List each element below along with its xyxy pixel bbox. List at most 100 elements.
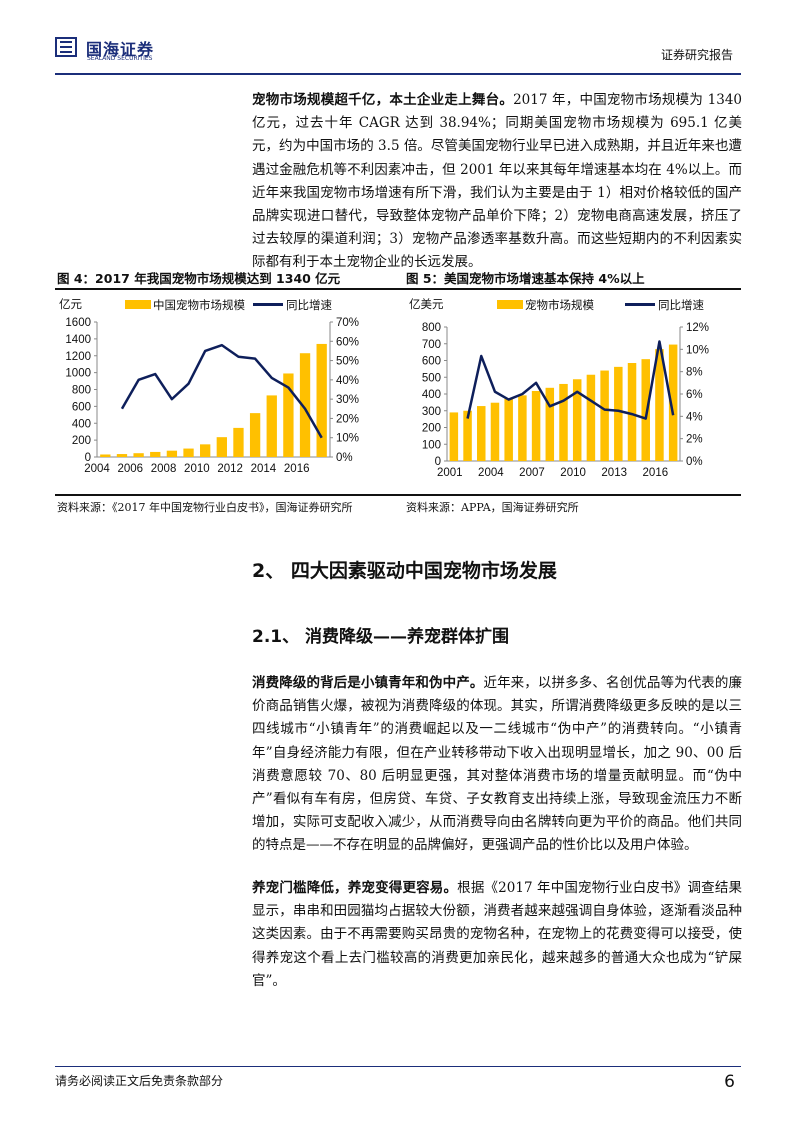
y2-tick-label: 2% [686,434,703,446]
y2-tick-label: 0% [686,456,703,468]
intro-lead: 宠物市场规模超千亿，本土企业走上舞台。 [252,92,514,108]
bar-2007 [150,451,161,457]
growth-line [466,340,675,420]
y-tick-label: 400 [422,389,441,401]
threshold-body: 根据《2017 年中国宠物行业白皮书》调查结果显示，串串和田园猫均占据较大份额，… [252,880,742,989]
bar-2008 [166,450,178,457]
y-tick-label: 300 [422,406,441,418]
y-tick-label: 600 [422,356,441,368]
y2-tick-label: 10% [686,344,709,356]
y2-tick-label: 50% [336,356,359,368]
bar-2011 [586,374,596,461]
y-tick-label: 700 [422,339,441,351]
x-tick-label: 2016 [643,467,669,479]
y-tick-label: 1400 [65,334,91,346]
bar-2001 [449,412,459,461]
y-tick-label: 800 [72,385,91,397]
legend-bar-swatch [497,300,523,309]
legend-bar-label: 宠物市场规模 [525,298,594,312]
y2-tick-label: 20% [336,413,359,425]
bar-2011 [216,437,227,457]
consumption-body: 近年来，以拼多多、名创优品等为代表的廉价商品销售火爆，被视为消费降级的体现。其实… [252,675,743,854]
section-heading: 2、 四大因素驱动中国宠物市场发展 [252,560,557,582]
x-tick-label: 2006 [117,463,143,475]
bar-2014 [266,395,277,457]
legend-line-label: 同比增速 [286,298,332,312]
bar-2013 [249,413,261,457]
y2-tick-label: 6% [686,389,703,401]
x-tick-label: 2010 [560,467,586,479]
y2-tick-label: 30% [336,394,359,406]
bar-2015 [283,373,294,457]
y2-tick-label: 60% [336,336,359,348]
bar-2006 [518,395,527,461]
y2-tick-label: 12% [686,322,709,334]
y-tick-label: 1200 [65,351,91,363]
bar-2010 [200,444,211,457]
bar-2016 [655,349,664,461]
header-divider [55,73,741,75]
y-tick-label: 400 [72,418,91,430]
subsection-heading: 2.1、 消费降级——养宠群体扩围 [252,627,510,647]
bar-2012 [233,427,244,457]
y-tick-label: 1000 [65,368,91,380]
x-tick-label: 2010 [184,463,210,475]
bar-2014 [627,363,637,461]
consumption-paragraph: 消费降级的背后是小镇青年和伪中产。近年来，以拼多多、名创优品等为代表的廉价商品销… [252,672,742,858]
x-tick-label: 2013 [601,467,627,479]
bar-2005 [504,398,513,461]
x-tick-label: 2004 [84,463,110,475]
bar-2005 [116,454,128,457]
x-tick-label: 2001 [437,467,463,479]
x-tick-label: 2008 [151,463,177,475]
legend-bar-label: 中国宠物市场规模 [153,298,245,312]
bar-2016 [299,353,311,457]
y2-tick-label: 0% [336,452,353,464]
bar-2017 [668,344,678,461]
x-tick-label: 2004 [478,467,504,479]
intro-body: 2017 年，中国宠物市场规模为 1340 亿元，过去十年 CAGR 达到 38… [252,92,743,271]
x-tick-label: 2014 [251,463,277,475]
y2-tick-label: 10% [336,433,359,445]
figure-5-source: 资料来源：APPA，国海证券研究所 [406,501,579,514]
growth-line [120,343,323,439]
bar-2004 [100,454,111,457]
figure-4-title: 图 4：2017 年我国宠物市场规模达到 1340 亿元 [57,271,341,286]
legend-bar-swatch [125,300,151,309]
bar-2017 [316,343,327,457]
y2-tick-label: 70% [336,317,359,329]
footer-divider [55,1066,741,1067]
y2-tick-label: 4% [686,411,703,423]
disclaimer-note: 请务必阅读正文后免责条款部分 [55,1074,224,1088]
logo-name: 国海证券 [86,40,155,59]
bar-2006 [133,453,144,457]
bar-2012 [600,370,609,461]
china-pet-market-chart: 亿元 中国宠物市场规模 同比增速 0 200 400 600 800 1000 1200 1400 1… [59,298,359,475]
y-tick-label: 1600 [65,317,91,329]
figure-top-rule [55,288,741,290]
threshold-lead: 养宠门槛降低，养宠变得更容易。 [252,880,458,896]
sealand-logo-icon [55,37,77,57]
x-tick-label: 2007 [519,467,545,479]
y-tick-label: 0 [85,452,91,464]
figure-5-title: 图 5：美国宠物市场增速基本保持 4%以上 [406,271,645,286]
y-tick-label: 200 [422,423,441,435]
threshold-paragraph: 养宠门槛降低，养宠变得更容易。根据《2017 年中国宠物行业白皮书》调查结果显示… [252,877,742,993]
y-tick-label: 0 [435,456,441,468]
bar-2009 [559,383,568,461]
report-type: 证券研究报告 [660,48,733,62]
y-tick-label: 500 [422,372,441,384]
logo-english: SEALAND SECURITIES [87,55,153,62]
bar-2007 [531,390,541,461]
us-pet-market-chart: 亿美元 宠物市场规模 同比增速 0 100 200 300 400 500 600 700 800 0%… [409,297,709,479]
y-axis-label: 亿元 [59,298,82,311]
bar-2004 [490,402,500,461]
x-tick-label: 2016 [284,463,310,475]
bar-2013 [614,366,623,461]
bar-2002 [463,410,472,461]
y-tick-label: 100 [422,439,441,451]
legend-line-label: 同比增速 [658,298,704,312]
y-tick-label: 800 [422,322,441,334]
figure-bottom-rule [55,494,741,496]
